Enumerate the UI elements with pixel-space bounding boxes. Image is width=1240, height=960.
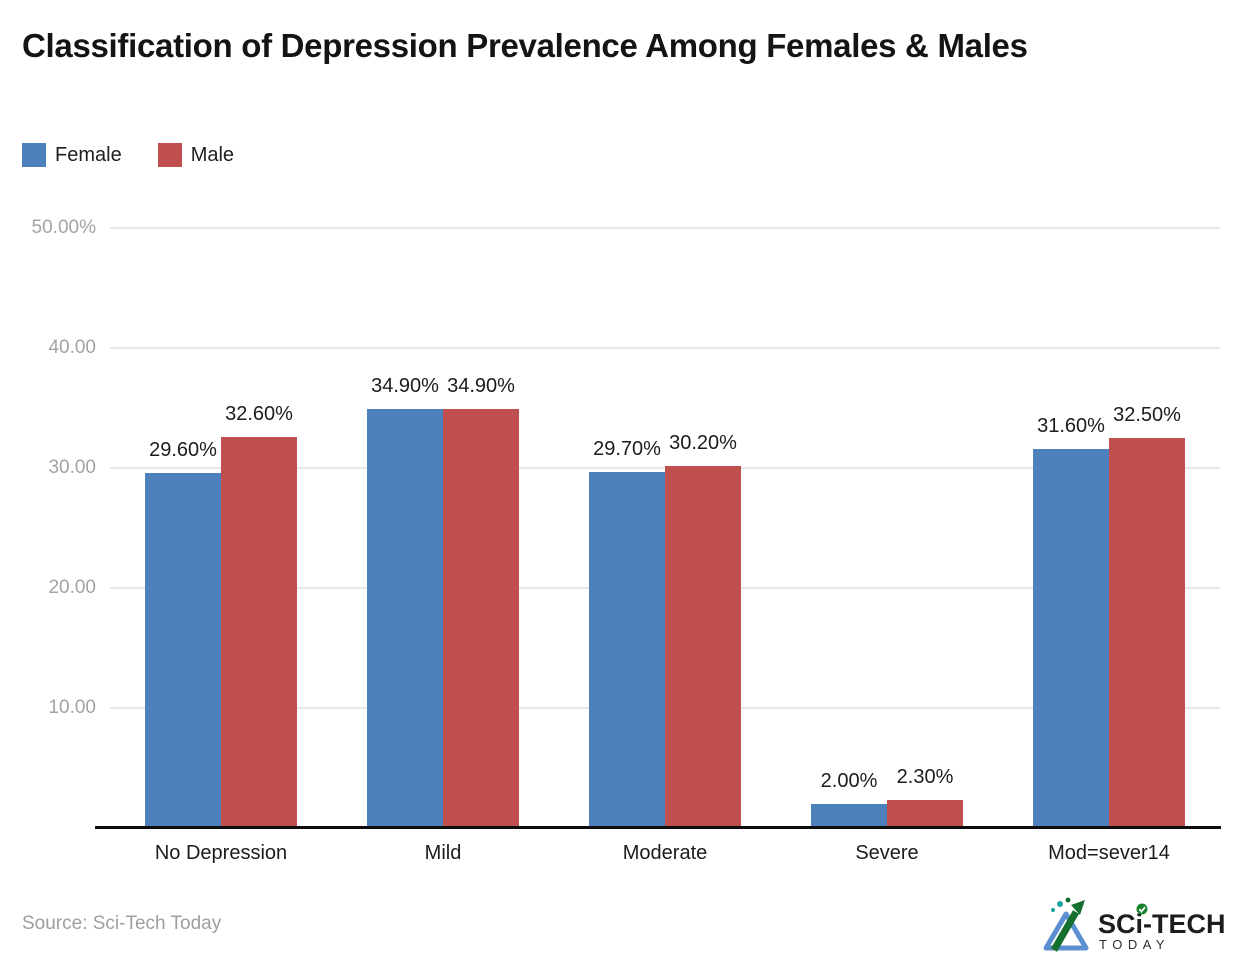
logo-check-badge — [1136, 903, 1148, 915]
x-axis-category-label: Mod=sever14 — [1048, 842, 1170, 864]
y-axis-tick-label: 20.00 — [48, 577, 96, 598]
bar-value-label-female-moderate: 29.70% — [593, 437, 661, 460]
source-credit: Source: Sci-Tech Today — [22, 913, 222, 934]
legend-label: Female — [55, 143, 122, 166]
x-axis-category-label: Mild — [424, 842, 462, 864]
x-axis-category-label: Moderate — [622, 842, 708, 864]
bar-value-label-male-mod-sever14: 32.50% — [1113, 404, 1181, 426]
y-axis-tick-label: 10.00 — [48, 697, 96, 718]
x-axis-category-label: No Depression — [154, 842, 288, 864]
scitech-today-logo: SCi-TECH TODAY — [1040, 896, 1230, 959]
bar-value-label-female-mild: 34.90% — [371, 375, 439, 398]
bar-female-mild — [367, 409, 443, 828]
bar-female-mod-sever14 — [1033, 448, 1109, 828]
logo-text-today: TODAY — [1099, 937, 1170, 952]
y-axis-tick-label: 30.00 — [48, 457, 96, 478]
bar-female-no-depression — [145, 472, 221, 828]
bar-male-severe — [887, 800, 963, 828]
y-axis-tick-label: 50.00% — [31, 217, 96, 238]
y-axis-tick-label: 40.00 — [48, 337, 96, 358]
legend-swatch-female — [22, 143, 46, 167]
chart-title: Classification of Depression Prevalence … — [22, 27, 1028, 64]
bar-female-severe — [811, 804, 887, 828]
bar-value-label-female-no-depression: 29.60% — [149, 438, 217, 461]
legend-label: Male — [190, 143, 235, 166]
legend-item-female: Female — [22, 143, 122, 167]
legend-swatch-male — [157, 143, 182, 167]
gridline-40 — [110, 347, 1220, 349]
scitech-logo-graphic: SCi-TECH TODAY — [1043, 897, 1226, 952]
bar-male-moderate — [665, 465, 741, 828]
bar-male-mild — [443, 409, 519, 828]
logo-mountain-icon — [1043, 897, 1089, 952]
legend-item-male: Male — [157, 143, 235, 167]
bar-male-no-depression — [221, 436, 297, 828]
bar-value-label-male-severe: 2.30% — [896, 766, 954, 789]
gridline-50 — [110, 227, 1220, 229]
bar-value-label-male-no-depression: 32.60% — [225, 402, 293, 425]
x-axis-line — [95, 826, 1221, 829]
bar-value-label-female-severe: 2.00% — [820, 770, 878, 792]
chart-legend: Female Male — [22, 143, 234, 167]
x-axis-category-label: Severe — [855, 842, 919, 864]
bar-value-label-female-mod-sever14: 31.60% — [1037, 414, 1105, 437]
bar-value-label-male-moderate: 30.20% — [669, 431, 737, 454]
bar-value-label-male-mild: 34.90% — [447, 375, 515, 398]
bar-male-mod-sever14 — [1109, 438, 1185, 828]
bar-female-moderate — [589, 471, 665, 828]
logo-text-scitech: SCi-TECH — [1098, 909, 1226, 939]
